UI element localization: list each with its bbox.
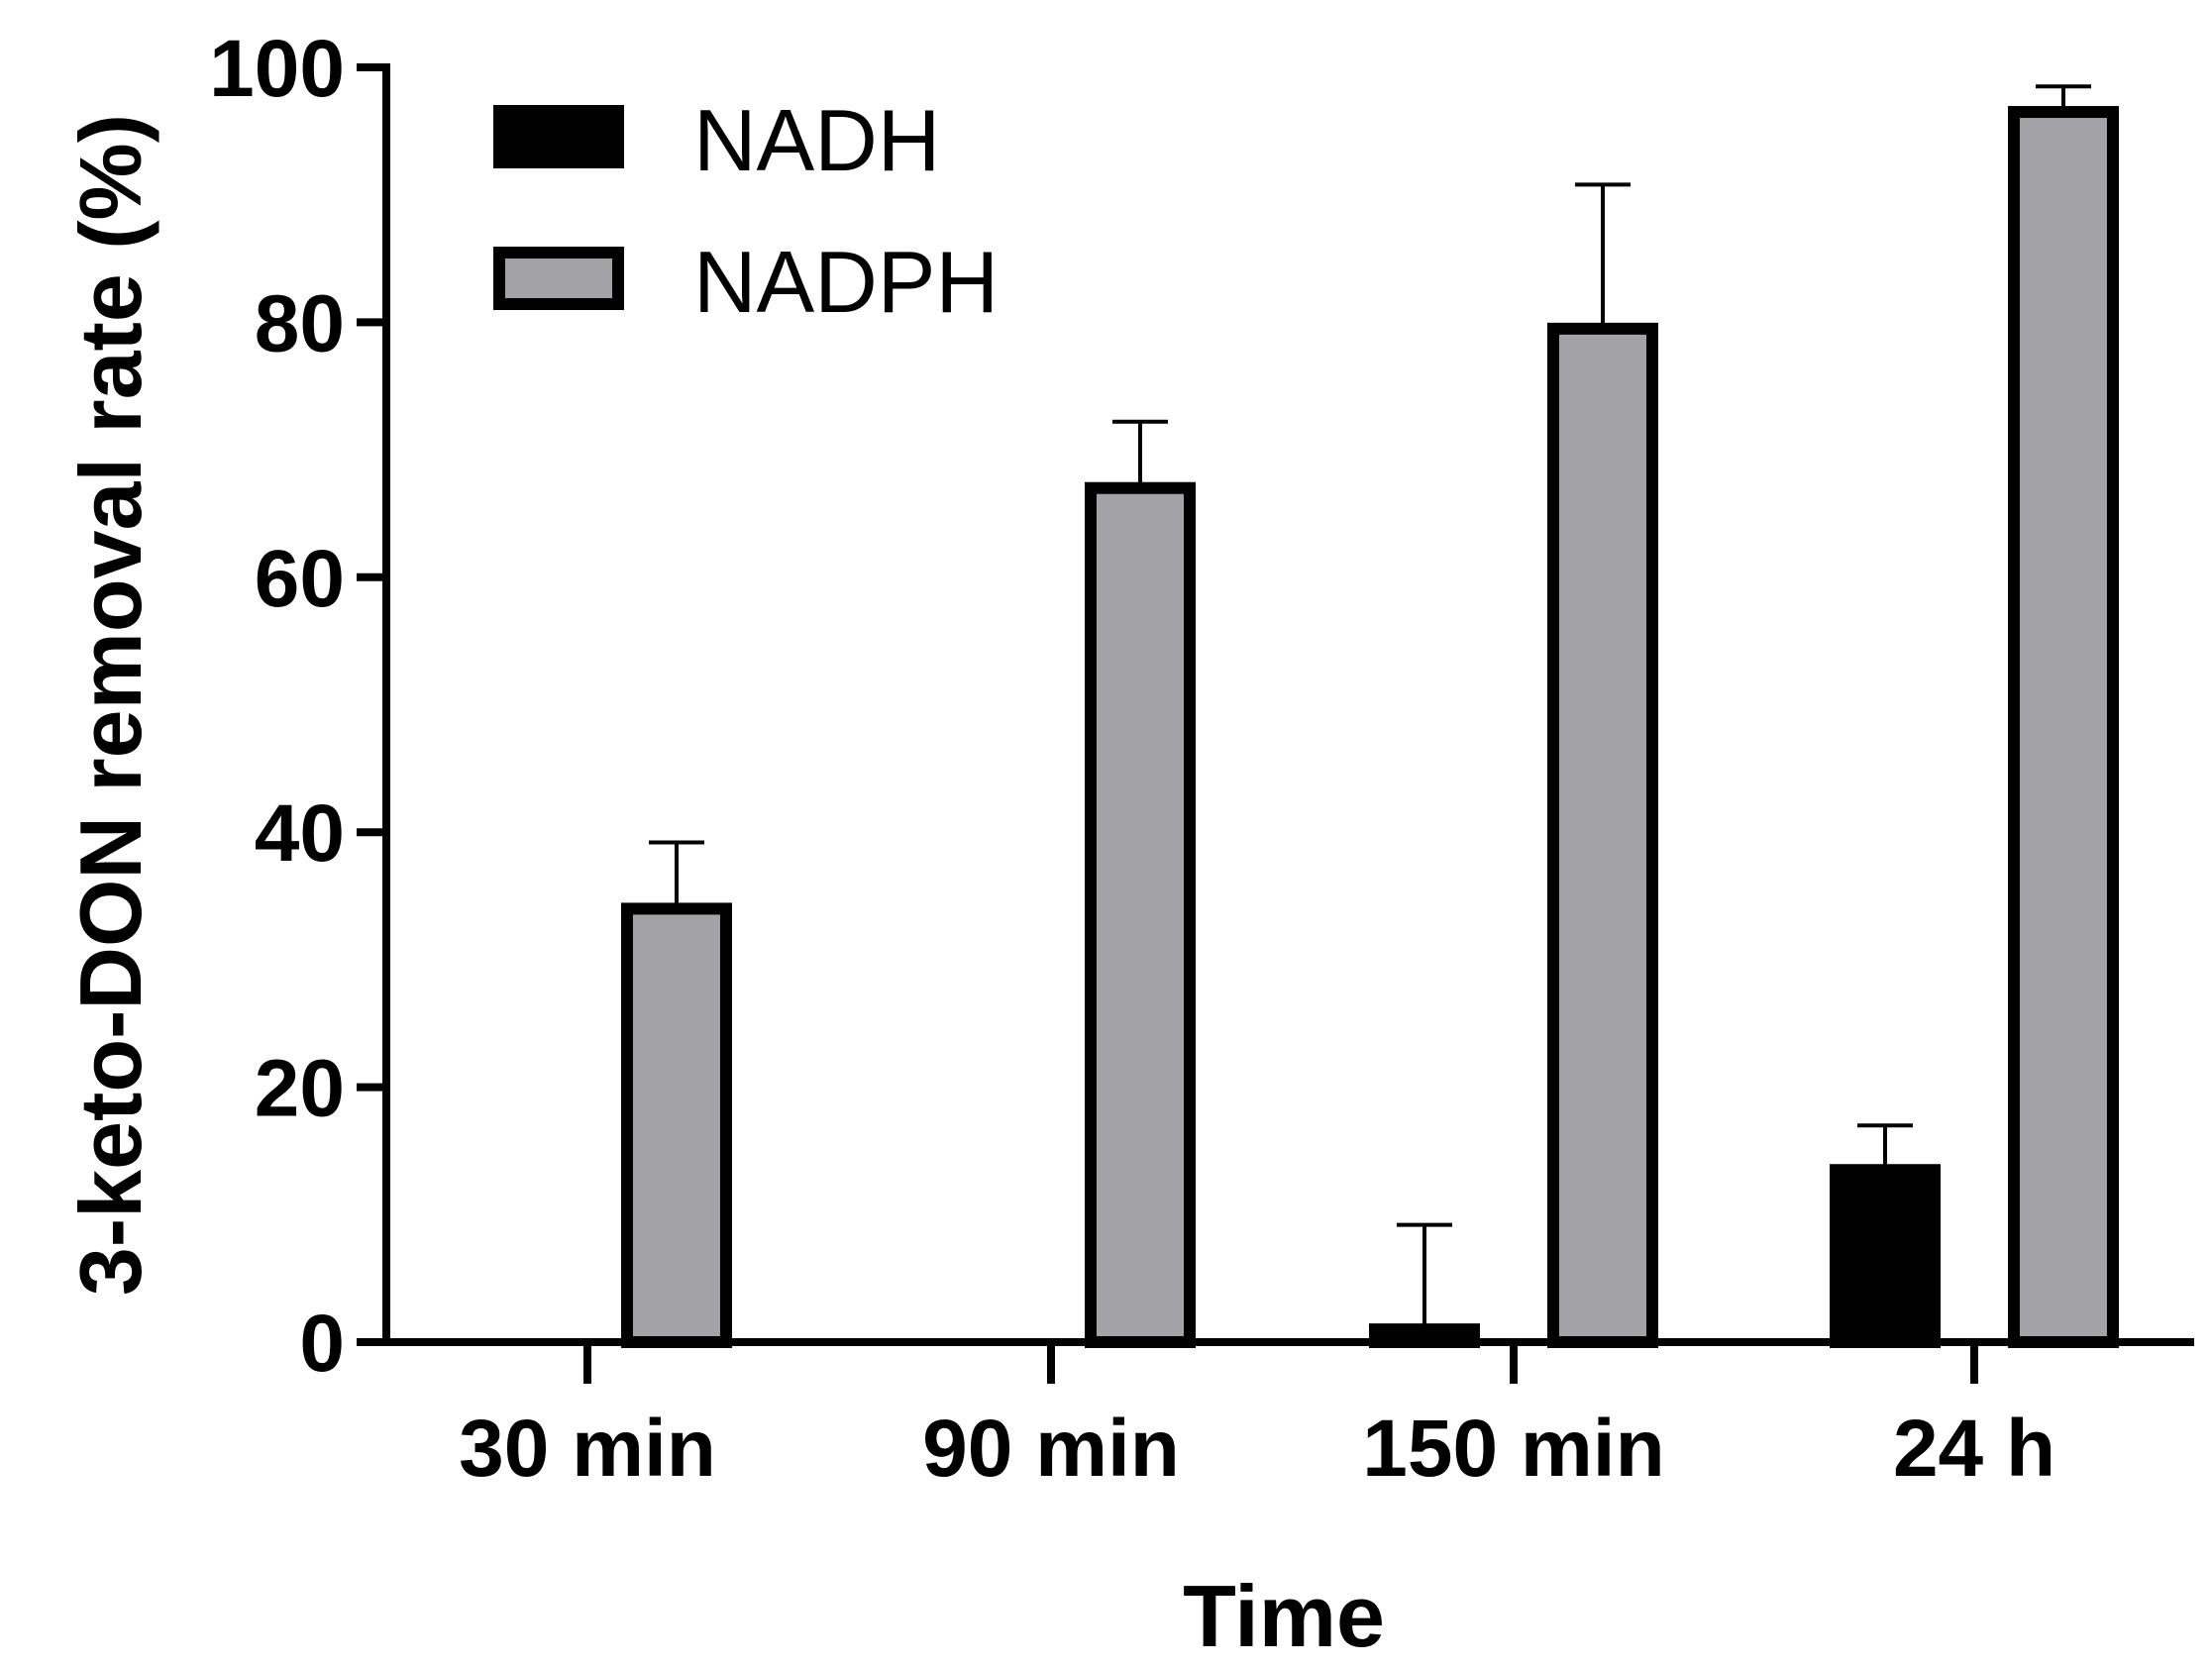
x-tick-label: 24 h <box>1893 1404 2055 1494</box>
y-ticks: 0 20 40 60 80 100 <box>209 24 386 1389</box>
bars <box>621 106 2119 1349</box>
y-tick-label: 40 <box>255 788 345 879</box>
y-tick-label: 20 <box>255 1044 345 1134</box>
legend-label-nadh: NADH <box>693 91 940 189</box>
bar-nadh-3 <box>1830 1164 1941 1348</box>
bar-nadph-2 <box>1547 322 1658 1348</box>
bar-nadph-0 <box>621 902 732 1348</box>
x-ticks: 30 min 90 min 150 min 24 h <box>459 1342 2055 1494</box>
x-axis-title: Time <box>1183 1567 1385 1665</box>
y-axis-title: 3-keto-DON removal rate (%) <box>61 114 159 1296</box>
x-tick-label: 90 min <box>922 1404 1180 1494</box>
bar-nadph-3 <box>2008 106 2119 1348</box>
legend: NADH NADPH <box>493 91 999 331</box>
y-tick-label: 80 <box>255 278 345 368</box>
bar-nadh-2 <box>1369 1323 1480 1349</box>
legend-swatch-nadh <box>493 105 624 168</box>
legend-swatch-nadph <box>493 247 624 310</box>
x-tick-label: 30 min <box>459 1404 716 1494</box>
error-bars <box>649 84 2091 1330</box>
y-tick-label: 100 <box>209 24 345 114</box>
y-tick-label: 60 <box>255 534 345 624</box>
x-tick-label: 150 min <box>1362 1404 1664 1494</box>
y-tick-label: 0 <box>299 1299 345 1389</box>
legend-label-nadph: NADPH <box>693 233 999 331</box>
bar-nadph-1 <box>1085 481 1196 1348</box>
